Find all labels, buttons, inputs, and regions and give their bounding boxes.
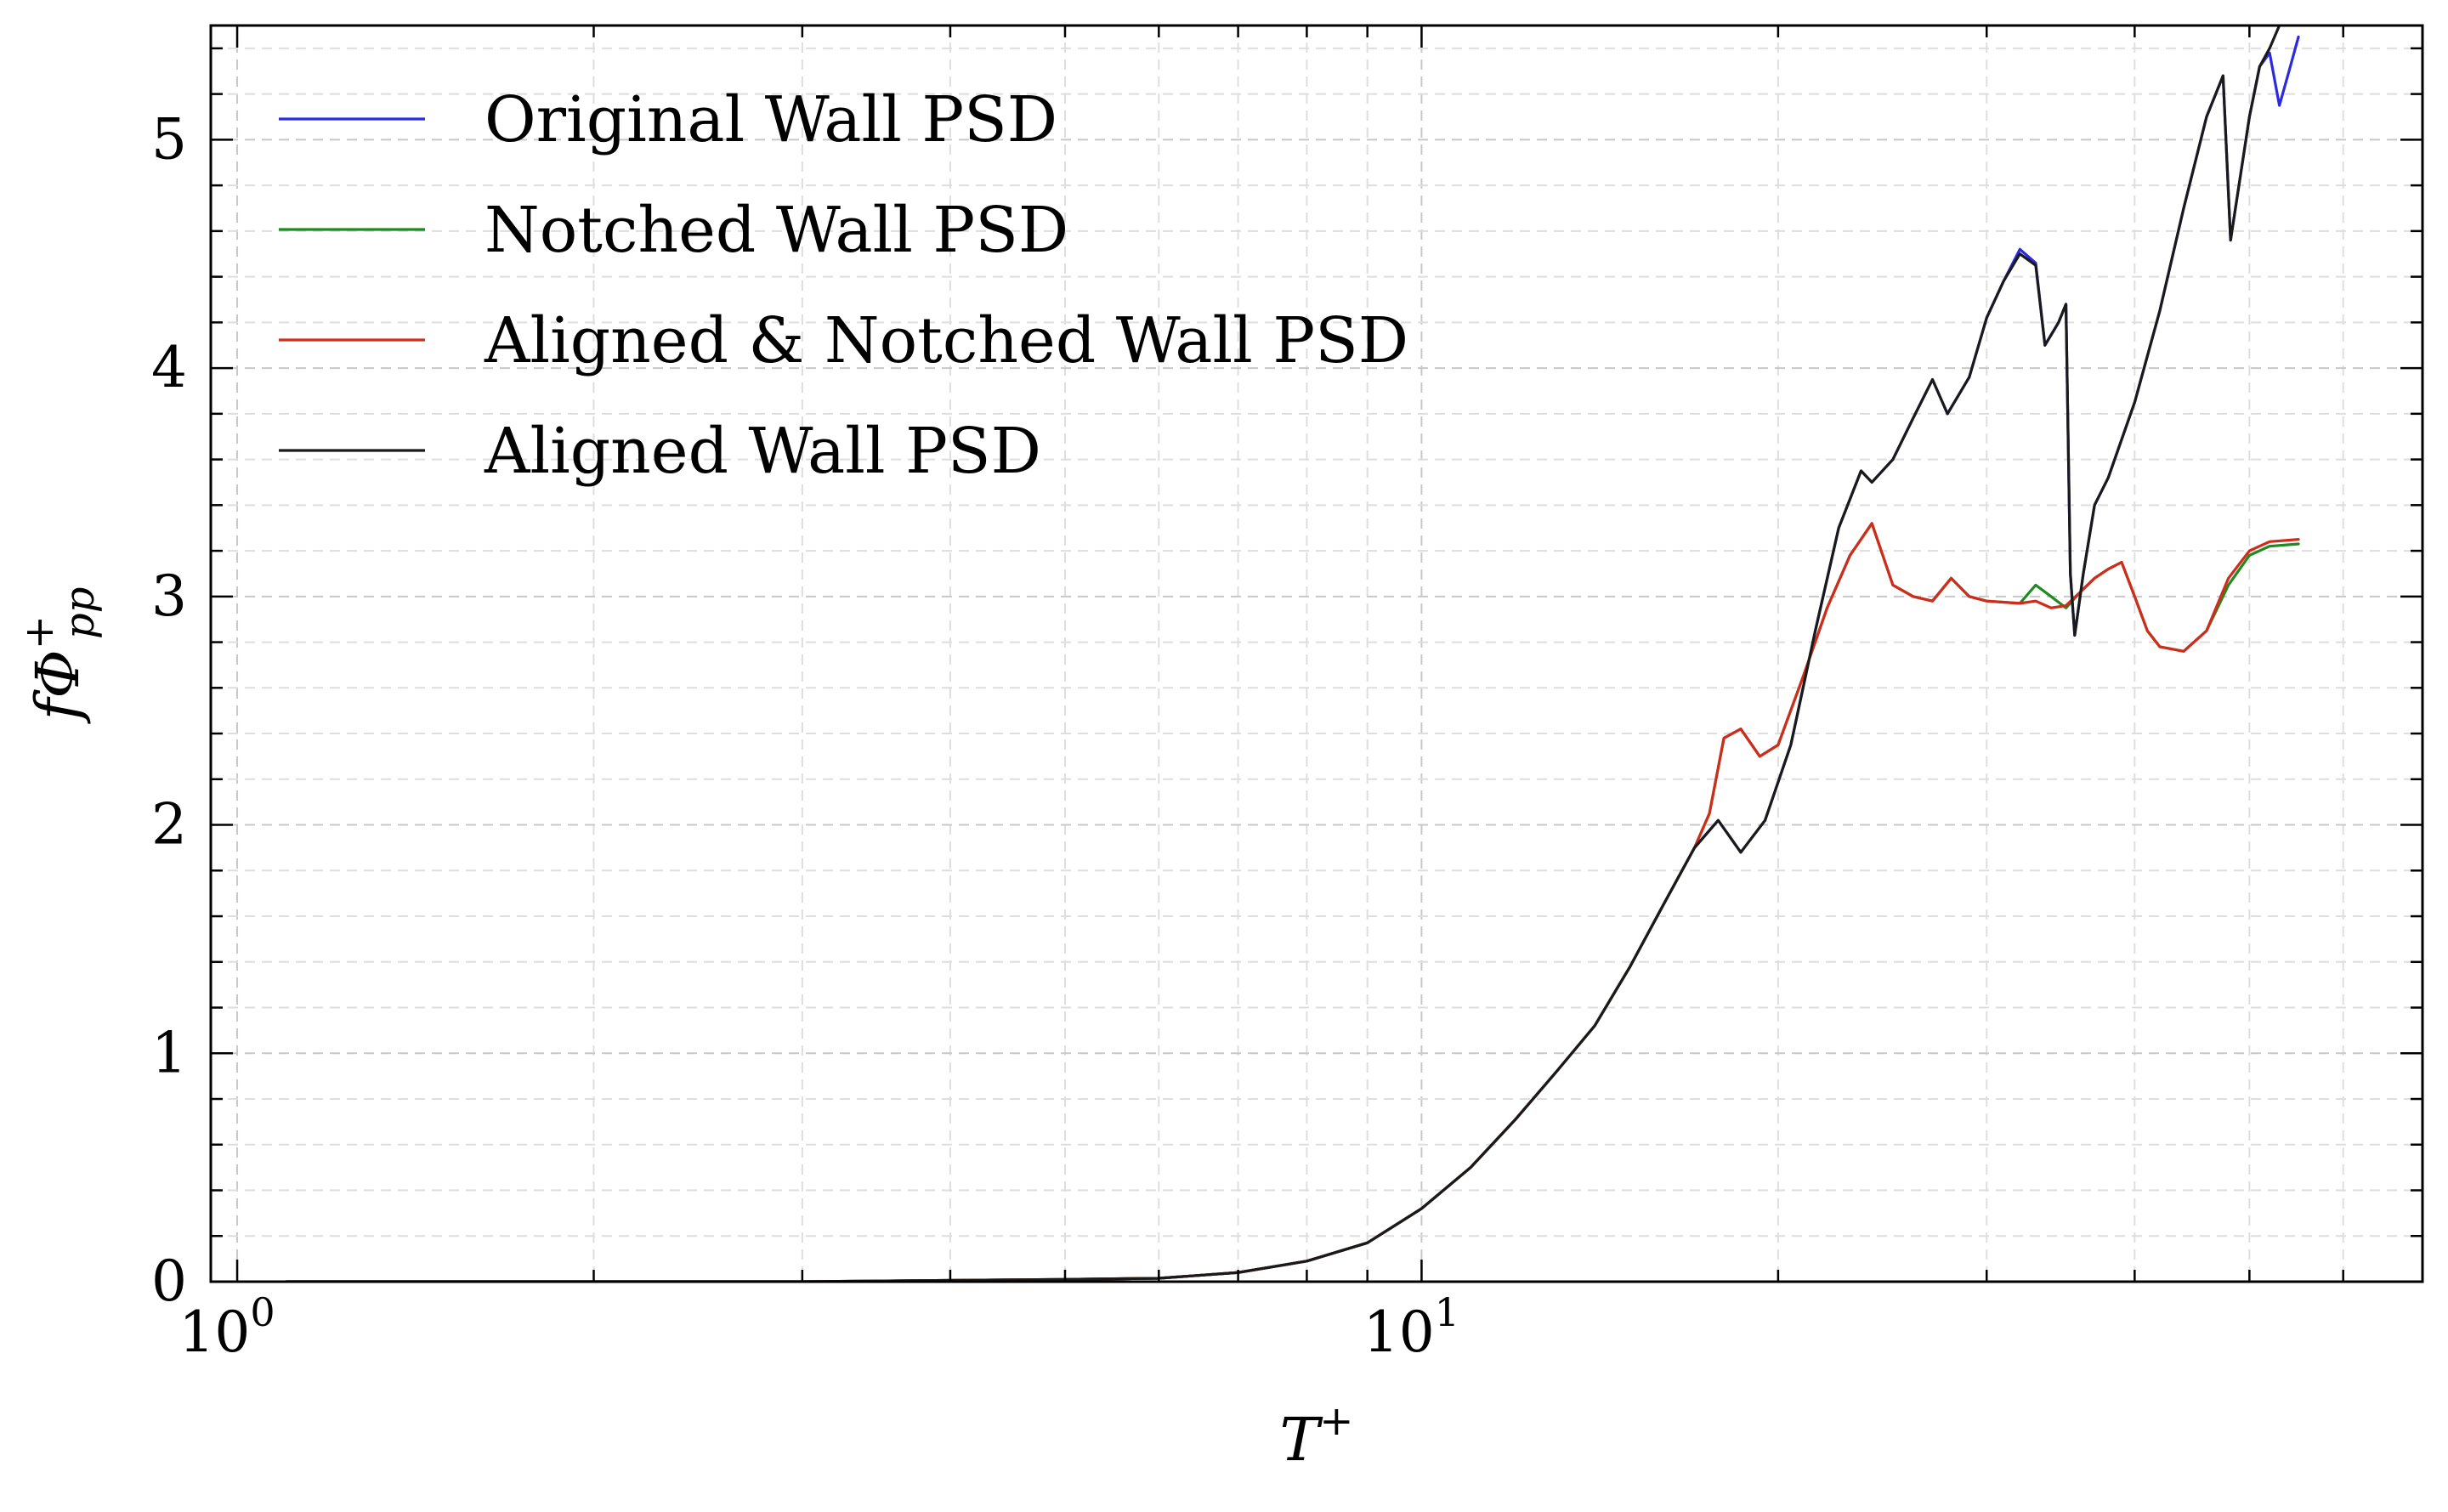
x-tick-label-exp: 1 — [1435, 1289, 1459, 1335]
y-axis-label-sup: + — [15, 615, 63, 649]
legend-label: Aligned & Notched Wall PSD — [484, 304, 1408, 377]
x-tick-label-exp: 0 — [250, 1289, 275, 1335]
grid — [211, 25, 2423, 1282]
y-tick-label: 3 — [151, 563, 187, 629]
x-axis-label-main: T — [1280, 1405, 1323, 1475]
x-axis-label: T+ — [1280, 1397, 1354, 1475]
y-tick-label: 1 — [151, 1020, 187, 1085]
x-tick-label-base: 10 — [1363, 1300, 1435, 1365]
legend-label: Original Wall PSD — [484, 83, 1057, 156]
y-tick-label: 2 — [151, 792, 187, 858]
legend-label: Notched Wall PSD — [484, 194, 1068, 267]
y-axis-label-main: fΦ — [23, 649, 93, 724]
y-tick-label: 5 — [151, 106, 187, 172]
legend: Original Wall PSD Notched Wall PSD Aligned… — [279, 83, 1408, 488]
series-line-2 — [285, 522, 2300, 1282]
y-tick-label: 0 — [151, 1249, 187, 1314]
series-line-3 — [285, 522, 2300, 1282]
x-tick-label: 101 — [1363, 1289, 1459, 1365]
legend-label: Aligned Wall PSD — [484, 415, 1041, 488]
axis-ticks — [211, 25, 2424, 1283]
y-tick-label: 4 — [151, 335, 187, 400]
series-lines — [285, 25, 2300, 1282]
plot-frame — [209, 24, 2424, 1283]
x-tick-label: 100 — [178, 1289, 275, 1365]
x-tick-label-base: 10 — [178, 1300, 250, 1365]
y-axis-label-sub: pp — [56, 587, 104, 639]
x-axis-label-sup: + — [1319, 1397, 1353, 1445]
series-line-4 — [285, 25, 2281, 1282]
y-axis-label: fΦ+pp — [15, 587, 104, 725]
